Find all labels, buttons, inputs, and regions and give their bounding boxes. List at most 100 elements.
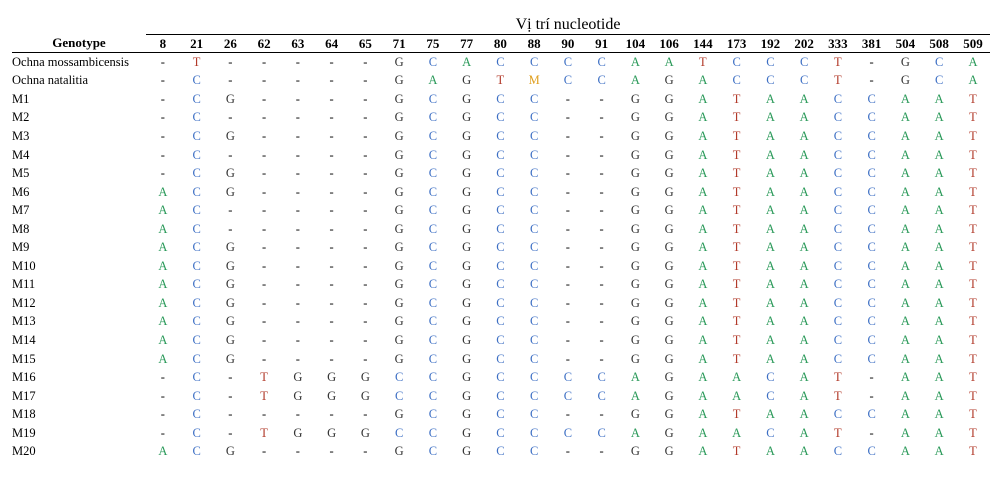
- nucleotide-cell: G: [293, 388, 303, 403]
- nucleotide-cell: -: [565, 110, 570, 125]
- nucleotide-cell: C: [867, 110, 876, 125]
- nucleotide-cell: G: [462, 91, 472, 106]
- nucleotide-cell: A: [158, 258, 168, 273]
- nucleotide-cell: C: [192, 203, 201, 218]
- nucleotide-cell: C: [428, 147, 438, 162]
- nucleotide-cell: G: [394, 258, 404, 273]
- genotype-name: M7: [12, 203, 30, 218]
- nucleotide-cell: -: [565, 128, 570, 143]
- nucleotide-cell: T: [969, 91, 977, 106]
- nucleotide-cell: G: [394, 295, 404, 310]
- nucleotide-cell: G: [462, 240, 472, 255]
- nucleotide-cell: C: [529, 240, 539, 255]
- nucleotide-cell: M: [528, 73, 540, 88]
- nucleotide-cell: -: [262, 203, 267, 218]
- nucleotide-cell: G: [462, 258, 472, 273]
- nucleotide-cell: -: [160, 425, 165, 440]
- nucleotide-cell: T: [496, 73, 505, 88]
- nucleotide-cell: -: [599, 221, 604, 236]
- nucleotide-cell: C: [428, 444, 438, 459]
- nucleotide-cell: A: [698, 277, 708, 292]
- nucleotide-cell: C: [428, 91, 438, 106]
- nucleotide-cell: -: [329, 351, 334, 366]
- nucleotide-cell: -: [262, 407, 267, 422]
- nucleotide-cell: A: [799, 444, 809, 459]
- nucleotide-cell: -: [262, 444, 267, 459]
- nucleotide-cell: T: [192, 54, 201, 69]
- table-row: Ochna mossambicensis - T - - - - - G C A C C C C A A T C C C…: [12, 53, 990, 72]
- nucleotide-cell: A: [765, 407, 775, 422]
- nucleotide-cell: G: [394, 277, 404, 292]
- nucleotide-cell: C: [563, 370, 573, 385]
- nucleotide-cell: G: [394, 54, 404, 69]
- nucleotide-cell: -: [262, 54, 267, 69]
- nucleotide-cell: C: [529, 388, 539, 403]
- nucleotide-cell: C: [428, 277, 438, 292]
- nucleotide-cell: C: [496, 388, 505, 403]
- nucleotide-cell: -: [160, 91, 165, 106]
- nucleotide-cell: -: [295, 295, 300, 310]
- nucleotide-cell: C: [428, 221, 438, 236]
- nucleotide-cell: C: [529, 147, 539, 162]
- nucleotide-cell: -: [295, 351, 300, 366]
- nucleotide-cell: G: [394, 332, 404, 347]
- nucleotide-cell: C: [428, 407, 438, 422]
- nucleotide-cell: G: [394, 203, 404, 218]
- nucleotide-cell: C: [496, 184, 505, 199]
- nucleotide-cell: -: [363, 314, 368, 329]
- nucleotide-cell: A: [799, 388, 809, 403]
- nucleotide-cell: -: [295, 221, 300, 236]
- nucleotide-cell: -: [599, 166, 604, 181]
- nucleotide-cell: A: [934, 110, 944, 125]
- nucleotide-cell: T: [834, 73, 842, 88]
- nucleotide-cell: A: [934, 128, 944, 143]
- nucleotide-cell: -: [869, 73, 874, 88]
- nucleotide-cell: C: [833, 128, 843, 143]
- nucleotide-cell: C: [496, 351, 505, 366]
- nucleotide-cell: -: [329, 314, 334, 329]
- nucleotide-cell: C: [192, 128, 201, 143]
- position-header: 75: [416, 34, 450, 53]
- nucleotide-cell: A: [799, 314, 809, 329]
- nucleotide-cell: C: [833, 332, 843, 347]
- nucleotide-cell: C: [529, 128, 539, 143]
- nucleotide-cell: A: [158, 240, 168, 255]
- nucleotide-cell: A: [765, 277, 775, 292]
- nucleotide-cell: -: [363, 277, 368, 292]
- nucleotide-cell: G: [394, 184, 404, 199]
- nucleotide-cell: A: [900, 91, 910, 106]
- nucleotide-cell: G: [630, 314, 640, 329]
- nucleotide-cell: A: [765, 128, 775, 143]
- nucleotide-cell: C: [192, 221, 201, 236]
- nucleotide-cell: -: [329, 110, 334, 125]
- nucleotide-cell: A: [462, 54, 472, 69]
- nucleotide-cell: C: [833, 351, 843, 366]
- position-header: 65: [348, 34, 383, 53]
- position-header: 508: [922, 34, 956, 53]
- nucleotide-cell: A: [799, 184, 809, 199]
- nucleotide-cell: -: [295, 277, 300, 292]
- table-row: Ochna natalitia - C - - - - - G A G T M C C A G A C C C T - G C A: [12, 72, 990, 91]
- nucleotide-cell: G: [394, 147, 404, 162]
- nucleotide-cell: -: [363, 203, 368, 218]
- nucleotide-cell: T: [260, 370, 268, 385]
- nucleotide-cell: A: [799, 166, 809, 181]
- nucleotide-cell: C: [529, 221, 539, 236]
- nucleotide-cell: G: [664, 370, 674, 385]
- nucleotide-cell: T: [732, 91, 741, 106]
- nucleotide-cell: -: [160, 388, 165, 403]
- nucleotide-cell: C: [529, 370, 539, 385]
- nucleotide-cell: G: [462, 110, 472, 125]
- genotype-name: M4: [12, 147, 30, 162]
- nucleotide-cell: G: [225, 91, 235, 106]
- nucleotide-cell: -: [363, 147, 368, 162]
- nucleotide-cell: T: [969, 314, 977, 329]
- nucleotide-cell: C: [529, 351, 539, 366]
- nucleotide-cell: A: [698, 203, 708, 218]
- nucleotide-cell: A: [158, 184, 168, 199]
- nucleotide-cell: T: [969, 277, 977, 292]
- nucleotide-cell: C: [563, 73, 573, 88]
- nucleotide-cell: -: [228, 370, 233, 385]
- nucleotide-cell: C: [766, 388, 775, 403]
- nucleotide-cell: A: [799, 332, 809, 347]
